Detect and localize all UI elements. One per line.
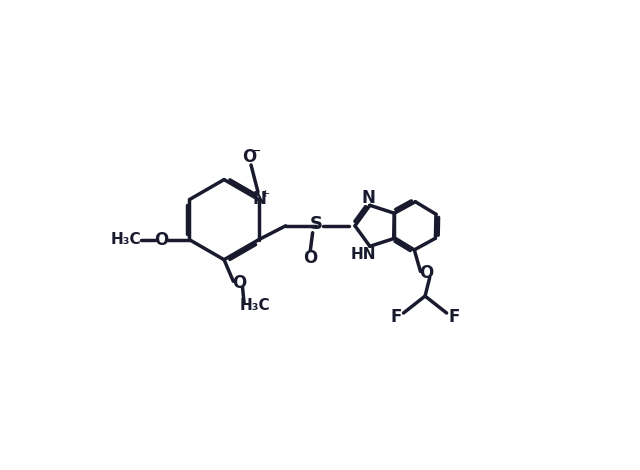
Text: HN: HN (351, 246, 376, 261)
Text: H₃C: H₃C (239, 298, 270, 313)
Text: O: O (232, 274, 246, 292)
Text: S: S (310, 215, 323, 233)
Text: F: F (449, 308, 460, 326)
Text: N: N (253, 190, 266, 208)
Text: O: O (154, 231, 169, 249)
Text: N: N (362, 189, 375, 207)
Text: F: F (390, 308, 401, 326)
Text: O: O (419, 264, 434, 282)
Text: H₃C: H₃C (110, 232, 141, 247)
Text: O: O (243, 148, 257, 166)
Text: −: − (251, 145, 262, 157)
Text: +: + (261, 189, 270, 199)
Text: O: O (303, 249, 317, 267)
